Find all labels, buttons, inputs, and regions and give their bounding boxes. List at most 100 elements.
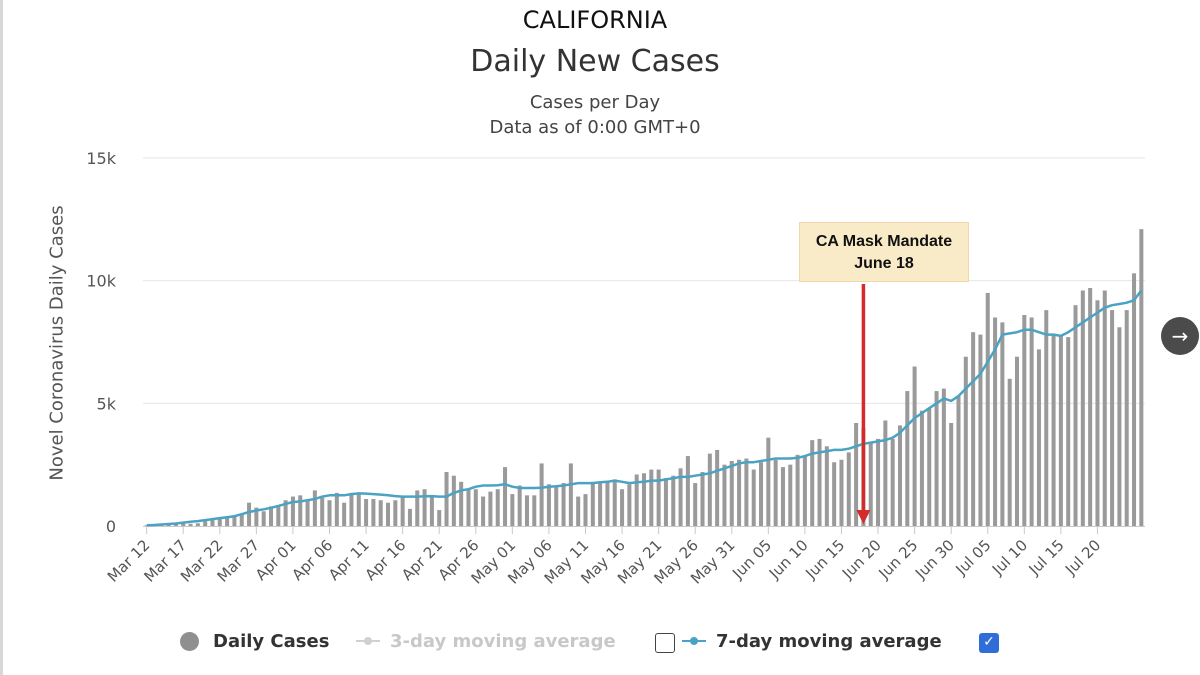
bar: [949, 422, 954, 526]
bar: [729, 460, 734, 526]
bar: [290, 496, 295, 526]
bar: [320, 497, 325, 526]
bar: [590, 481, 595, 526]
bar: [451, 475, 456, 526]
bar: [1117, 327, 1122, 526]
bar: [810, 440, 815, 526]
bar: [1139, 229, 1144, 526]
mandate-arrow-head: [856, 510, 871, 524]
bar: [795, 454, 800, 526]
x-tick-label: Jun 10: [765, 536, 812, 583]
bar: [1029, 317, 1034, 526]
bar: [890, 438, 895, 526]
bar: [298, 495, 303, 526]
toggle-3day-checkbox[interactable]: [655, 633, 675, 653]
bar: [700, 472, 705, 526]
bar: [1073, 305, 1078, 526]
bar: [488, 491, 493, 526]
bar: [283, 500, 288, 526]
bar: [437, 510, 442, 526]
bar: [203, 521, 208, 526]
chart-subtitle: Cases per Day: [529, 92, 661, 113]
bar: [971, 332, 976, 526]
bar: [268, 506, 274, 526]
bar: [422, 489, 427, 526]
checkmark-icon: ✓: [983, 634, 995, 650]
bar: [532, 495, 537, 526]
bar: [1095, 300, 1100, 526]
bar: [627, 484, 632, 526]
bar: [554, 485, 559, 526]
bar: [312, 490, 317, 526]
bar: [349, 492, 354, 526]
bar: [773, 459, 778, 526]
legend-7day-average[interactable]: 7-day moving average: [682, 628, 942, 654]
bar: [883, 420, 888, 526]
bar: [195, 523, 200, 526]
bar: [927, 408, 932, 526]
bar: [1058, 334, 1063, 526]
bar: [1102, 290, 1107, 526]
bar: [759, 462, 764, 526]
x-tick-label: Jul 15: [1025, 536, 1068, 579]
bar: [1110, 310, 1115, 526]
bar: [1124, 310, 1129, 526]
bar: [634, 474, 639, 526]
bar: [605, 480, 610, 526]
line-marker-icon: [356, 634, 380, 648]
bar: [802, 456, 807, 526]
callout-line-2: June 18: [854, 255, 914, 272]
bar: [305, 500, 310, 526]
y-tick-label: 0: [106, 517, 116, 536]
bar: [612, 479, 617, 526]
bar: [868, 442, 873, 526]
line-marker-icon: [682, 634, 706, 648]
bar: [583, 494, 588, 526]
bar: [144, 525, 149, 526]
toggle-7day-checkbox[interactable]: ✓: [979, 633, 999, 653]
bar: [276, 505, 281, 526]
bar: [188, 523, 193, 526]
bar: [1007, 378, 1012, 526]
state-title: CALIFORNIA: [522, 6, 668, 34]
bar: [503, 467, 508, 526]
bar: [561, 483, 566, 526]
legend-3day-average[interactable]: 3-day moving average: [356, 628, 616, 654]
bar: [978, 334, 983, 526]
bar: [766, 437, 771, 526]
bar: [707, 453, 712, 526]
bar: [934, 391, 939, 526]
bar: [751, 469, 756, 526]
bar: [1088, 288, 1093, 526]
x-tick-label: Jun 15: [801, 536, 848, 583]
x-tick-label: Jun 20: [838, 536, 885, 583]
bar: [941, 388, 946, 526]
x-tick-label: Jun 25: [875, 536, 922, 583]
bar: [780, 467, 785, 526]
bar: [854, 422, 859, 526]
bar: [459, 481, 464, 526]
bar: [415, 490, 420, 526]
legend-daily-cases[interactable]: Daily Cases: [180, 628, 329, 654]
bar: [905, 391, 910, 526]
bar: [744, 458, 749, 526]
moving-average-line: [146, 289, 1143, 527]
bar: [1014, 356, 1020, 526]
bar: [598, 481, 603, 526]
bar: [371, 499, 376, 526]
bar: [181, 523, 186, 526]
callout-line-1: CA Mask Mandate: [815, 233, 953, 250]
bar: [539, 463, 544, 526]
mask-mandate-callout: CA Mask Mandate June 18: [799, 222, 969, 282]
bar: [839, 459, 844, 526]
bar: [963, 356, 968, 526]
chart-title: Daily New Cases: [470, 44, 720, 79]
bar: [495, 489, 500, 526]
next-arrow-button[interactable]: →: [1161, 317, 1199, 355]
bar: [876, 438, 881, 526]
y-tick-label: 10k: [86, 272, 116, 291]
y-tick-label: 5k: [97, 394, 117, 413]
bar: [364, 499, 369, 526]
bar: [722, 464, 727, 526]
left-edge-border: [0, 0, 3, 675]
